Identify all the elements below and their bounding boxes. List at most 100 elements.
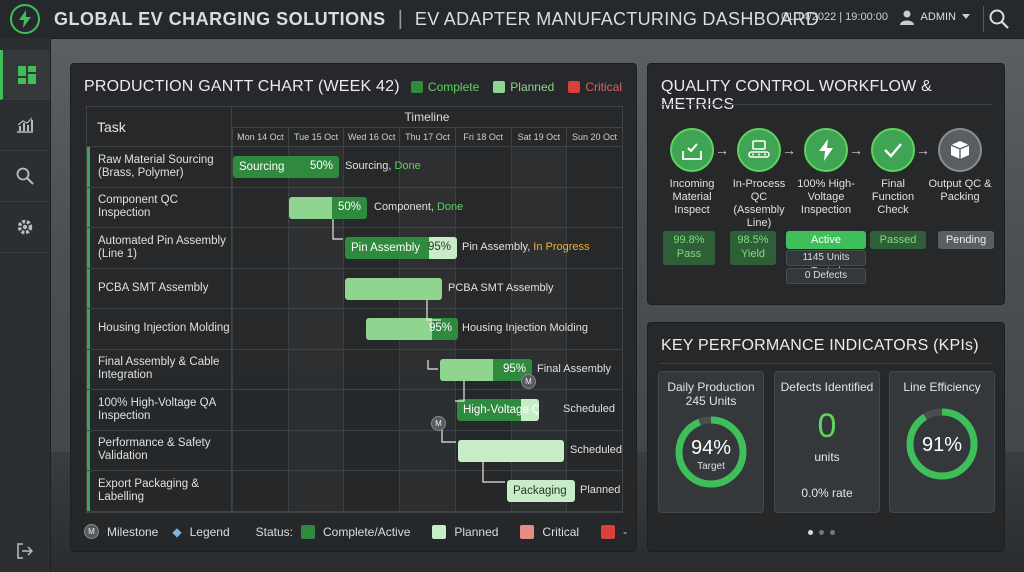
search-icon[interactable] (988, 8, 1010, 30)
bar-status: Done (394, 160, 421, 172)
task-bar[interactable]: Packaging (507, 480, 575, 502)
milestone-marker[interactable]: M (521, 374, 536, 389)
qc-step[interactable]: Incoming Material Inspect (660, 128, 724, 217)
task-bar[interactable]: Sourcing 50% (233, 156, 339, 178)
kpi-pagination[interactable] (808, 530, 835, 535)
gantt-row: Automated Pin Assembly (Line 1) Pin Assem… (87, 228, 622, 269)
analytics-icon (17, 117, 33, 133)
page-dot[interactable] (808, 530, 813, 535)
magnifier-icon (16, 167, 34, 185)
legend-planned: Planned (493, 80, 554, 94)
task-bar[interactable]: 95% (440, 358, 532, 381)
milestone-marker-icon: M (84, 524, 99, 539)
units-tested-badge: 1145 Units Tested (786, 250, 866, 277)
day-header: Sun 20 Oct (566, 127, 622, 147)
timeline-column (287, 147, 344, 512)
qc-step-badge: Pending (938, 231, 994, 249)
task-name: PCBA SMT Assembly (87, 268, 232, 308)
qc-step-label: Final Function Check (871, 178, 915, 216)
bar-annotation-text: Final Assembly (537, 362, 611, 375)
bar-percent: 50% (309, 160, 333, 172)
qc-step-label: Incoming Material Inspect (669, 178, 715, 216)
kpi-efficiency-value: 91% (922, 434, 962, 456)
bar-annotation-text: Sourcing, (345, 160, 392, 172)
qc-step-badge: Active (786, 231, 866, 249)
task-name: 100% High-Voltage QA Inspection (87, 390, 232, 430)
qc-step-badge: Passed (870, 231, 926, 249)
logout-icon (17, 543, 33, 559)
legend-dash-label: - (623, 524, 628, 539)
user-icon (899, 10, 914, 25)
kpi-defects-rate: 0.0% rate (801, 486, 853, 500)
sidebar-item-analytics[interactable] (0, 100, 50, 151)
conveyor-icon (737, 128, 781, 172)
timeline-column (510, 147, 567, 512)
task-bar[interactable] (345, 277, 442, 300)
task-bar[interactable]: 95% (366, 318, 458, 340)
task-bar[interactable]: 50% (289, 196, 367, 219)
day-header: Thu 17 Oct (399, 127, 455, 147)
task-bar[interactable]: Pin Assembly 95% (345, 237, 457, 259)
qc-step[interactable]: In-Process QC (Assembly Line) (727, 128, 791, 230)
bar-annotation: Sourcing, Done (345, 160, 421, 172)
user-name: ADMIN (920, 11, 956, 23)
user-menu[interactable]: ADMIN (899, 9, 970, 25)
bar-annotation-text: Housing Injection Molding (462, 322, 588, 334)
bar-annotation: Planned (580, 484, 620, 496)
bar-annotation: Pin Assembly, In Progress (462, 241, 590, 253)
task-name: Raw Material Sourcing (Brass, Polymer) (87, 147, 232, 187)
page-dot[interactable] (830, 530, 835, 535)
kpi-defects-value: 0 (817, 407, 837, 445)
sidebar-logout[interactable] (0, 536, 50, 566)
kpi-card-daily-production: Daily Production 245 Units 94% Target (658, 371, 764, 513)
bar-annotation-text: Component, (374, 200, 434, 213)
bar-label: Pin Assembly (351, 242, 421, 254)
gantt-row: Housing Injection Molding 95% Housing Inje… (87, 309, 622, 350)
top-bar: GLOBAL EV CHARGING SOLUTIONS | EV ADAPTE… (0, 0, 1024, 39)
swatch-critical-light (520, 524, 535, 539)
bar-complete-segment (289, 196, 332, 219)
qc-step[interactable]: Final Function Check (861, 128, 925, 217)
legend-critical: Critical (568, 80, 622, 94)
bar-annotation: Scheduled (570, 444, 622, 456)
kpi-daily-units: 245 Units (685, 394, 737, 408)
sidebar-item-inspect[interactable] (0, 151, 50, 202)
gantt-row: PCBA SMT Assembly PCBA SMT Assembly (87, 268, 622, 309)
bar-label: Packaging (513, 485, 567, 497)
qc-step[interactable]: Output QC & Packing (928, 128, 992, 204)
gantt-row: Performance & Safety Validation Scheduled (87, 430, 622, 471)
legend-legend-label: Legend (189, 524, 230, 539)
bar-complete-segment (233, 156, 339, 178)
dashboard-title: EV ADAPTER MANUFACTURING DASHBOARD (414, 8, 820, 29)
swatch-planned (432, 524, 447, 539)
timeline-header: Timeline (232, 107, 622, 128)
qc-step[interactable]: 100% High-Voltage Inspection (794, 128, 858, 217)
milestone-marker[interactable]: M (431, 416, 446, 431)
kpi-efficiency-gauge: 91% (906, 408, 978, 480)
bar-complete-segment (366, 318, 433, 340)
gantt-row: Raw Material Sourcing (Brass, Polymer) So… (87, 147, 622, 188)
sidebar (0, 38, 51, 572)
bar-annotation: Component, Done (374, 201, 463, 213)
bar-status: Done (436, 200, 464, 213)
task-bar[interactable] (458, 439, 564, 462)
sidebar-item-dashboard[interactable] (0, 50, 50, 100)
chevron-down-icon (962, 14, 970, 19)
sidebar-item-settings[interactable] (0, 202, 50, 253)
task-bar[interactable]: High-Voltage QA (457, 399, 539, 421)
arrow-right-icon: → (849, 142, 863, 158)
bar-planned-segment (429, 237, 457, 259)
legend-planned-label: Planned (454, 524, 499, 539)
day-header: Tue 15 Oct (287, 127, 344, 147)
bar-complete-segment (440, 358, 494, 381)
page-dot[interactable] (819, 530, 824, 535)
bar-label: Sourcing (239, 161, 285, 173)
kpi-card-line-efficiency: Line Efficiency 91% (889, 371, 995, 513)
gantt-row: Component QC Inspection 50% Component, Done (87, 187, 622, 228)
arrow-right-icon: → (916, 142, 930, 158)
timeline-column (343, 147, 399, 512)
gantt-title: PRODUCTION GANTT CHART (WEEK 42) (84, 78, 400, 95)
checkmark-icon (871, 128, 915, 172)
task-name: Housing Injection Molding (87, 309, 232, 349)
bar-annotation: PCBA SMT Assembly (448, 282, 554, 294)
